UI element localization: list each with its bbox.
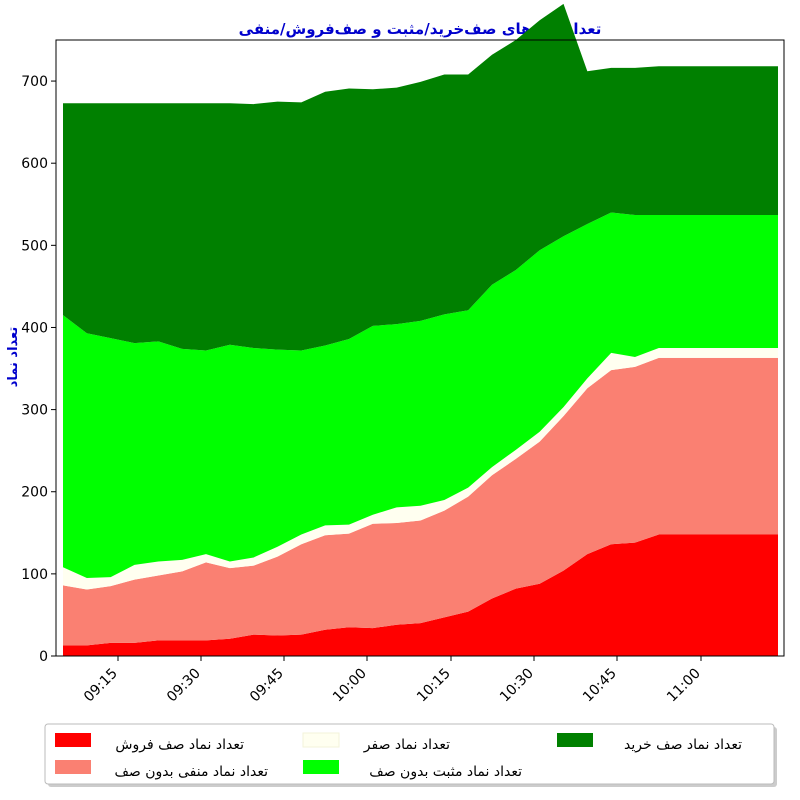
chart-title: تعداد نمادهای صف‌خرید/مثبت و صف‌فروش/منف… — [239, 20, 602, 38]
y-tick-label: 700 — [21, 74, 48, 90]
legend-swatch — [303, 760, 339, 774]
area-series-3 — [63, 348, 778, 590]
legend-label: تعداد نماد مثبت بدون صف — [369, 764, 522, 780]
y-axis: 0 100 200 300 400 500 600 700 — [21, 74, 56, 665]
y-tick-label: 400 — [21, 320, 48, 336]
plot-frame — [55, 39, 785, 657]
y-axis-label: تعداد نماد — [6, 327, 21, 388]
legend-swatch — [55, 760, 91, 774]
legend-label: تعداد نماد منفی بدون صف — [114, 764, 268, 780]
legend: تعداد نماد صف فروش تعداد نماد منفی بدون ص… — [44, 723, 777, 787]
legend-label: تعداد نماد صف خرید — [624, 737, 742, 753]
legend-swatch — [302, 732, 340, 748]
y-tick-label: 500 — [21, 238, 48, 254]
area-series-4 — [63, 212, 778, 578]
area-series-1 — [63, 534, 778, 656]
y-tick-label: 200 — [21, 485, 48, 501]
y-tick-label: 0 — [39, 649, 48, 665]
legend-swatch — [55, 733, 91, 747]
legend-label: تعداد نماد صفر — [363, 737, 450, 753]
y-tick-label: 300 — [21, 403, 48, 419]
y-tick-label: 100 — [21, 567, 48, 583]
y-tick-label: 600 — [21, 156, 48, 172]
legend-label: تعداد نماد صف فروش — [115, 737, 244, 753]
area-series-2 — [63, 357, 778, 646]
series-areas — [63, 3, 778, 656]
legend-swatch — [557, 733, 593, 747]
area-series-5 — [63, 3, 778, 351]
